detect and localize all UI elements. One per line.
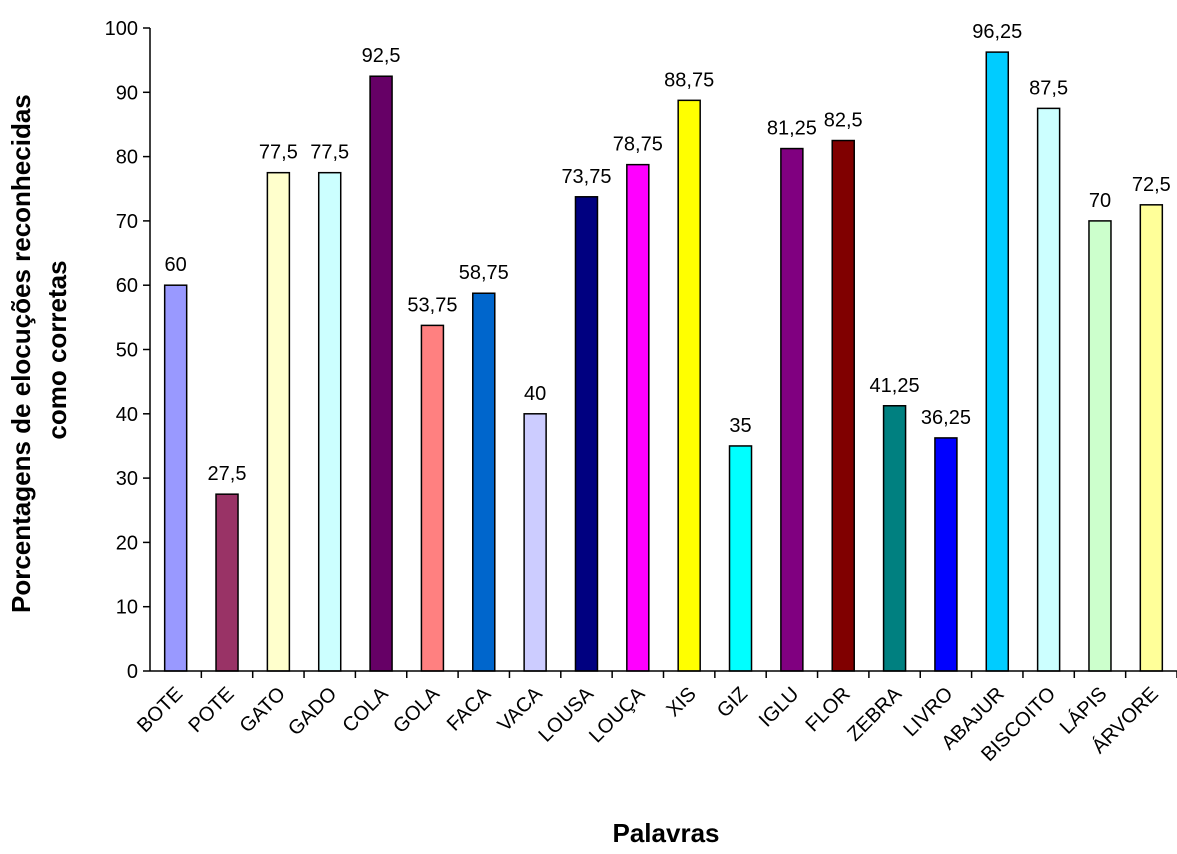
bar bbox=[882, 405, 907, 672]
data-label: 35 bbox=[729, 415, 751, 437]
bar bbox=[1139, 204, 1164, 672]
data-label: 82,5 bbox=[824, 110, 863, 132]
data-label: 41,25 bbox=[870, 375, 920, 397]
category-label: GIZ bbox=[713, 683, 752, 722]
bar bbox=[420, 324, 445, 672]
data-label: 72,5 bbox=[1132, 174, 1171, 196]
category-label: POTE bbox=[185, 683, 239, 737]
bar bbox=[163, 284, 188, 672]
category-label: FACA bbox=[443, 683, 496, 736]
data-label: 40 bbox=[524, 383, 546, 405]
data-label: 78,75 bbox=[613, 134, 663, 156]
bar bbox=[677, 99, 701, 672]
y-axis-title-line-2: como corretas bbox=[42, 260, 72, 439]
y-axis-title: Porcentagens de elocuções reconhecidas c… bbox=[6, 87, 72, 613]
data-label: 60 bbox=[165, 254, 187, 276]
y-tick-label: 30 bbox=[116, 468, 138, 490]
category-label: ZEBRA bbox=[843, 683, 906, 746]
y-axis-ticks: 0 10 20 30 40 50 60 70 80 90 100 bbox=[105, 18, 150, 683]
bar bbox=[985, 51, 1010, 672]
bar bbox=[574, 196, 599, 672]
category-label: LOUÇA bbox=[585, 683, 650, 748]
bar bbox=[523, 413, 547, 672]
data-label: 27,5 bbox=[208, 463, 247, 485]
bar bbox=[1088, 220, 1112, 672]
data-label: 53,75 bbox=[407, 294, 457, 316]
bar bbox=[831, 139, 855, 672]
data-label: 70 bbox=[1089, 190, 1111, 212]
data-label: 96,25 bbox=[972, 21, 1022, 43]
bar bbox=[472, 292, 496, 672]
y-tick-label: 60 bbox=[116, 275, 138, 297]
bar bbox=[317, 171, 342, 672]
category-label: COLA bbox=[339, 683, 394, 738]
y-tick-label: 70 bbox=[116, 211, 138, 233]
y-tick-label: 100 bbox=[105, 18, 138, 40]
data-label: 92,5 bbox=[362, 45, 401, 67]
category-label: XIS bbox=[662, 683, 700, 721]
bar bbox=[266, 171, 291, 672]
y-tick-label: 0 bbox=[127, 661, 138, 683]
category-label: LOUSA bbox=[535, 683, 599, 747]
data-label: 81,25 bbox=[767, 118, 817, 140]
category-label: GATO bbox=[236, 683, 290, 737]
data-label: 77,5 bbox=[259, 142, 298, 164]
bar bbox=[780, 147, 804, 672]
y-tick-label: 80 bbox=[116, 147, 138, 169]
category-labels: BOTEPOTEGATOGADOCOLAGOLAFACAVACALOUSALOU… bbox=[133, 671, 1177, 766]
bar bbox=[626, 163, 650, 672]
category-label: BOTE bbox=[133, 683, 187, 737]
y-tick-label: 90 bbox=[116, 82, 138, 104]
y-tick-label: 10 bbox=[116, 597, 138, 619]
data-label: 77,5 bbox=[310, 142, 349, 164]
y-tick-label: 20 bbox=[116, 532, 138, 554]
y-tick-label: 40 bbox=[116, 404, 138, 426]
data-label: 87,5 bbox=[1029, 77, 1068, 99]
data-label: 88,75 bbox=[664, 69, 714, 91]
bar bbox=[934, 437, 958, 672]
bar bbox=[215, 493, 239, 672]
category-label: IGLU bbox=[755, 683, 804, 732]
data-label: 73,75 bbox=[561, 166, 611, 188]
data-label: 58,75 bbox=[459, 262, 509, 284]
bar bbox=[369, 75, 393, 672]
category-label: GADO bbox=[284, 683, 341, 740]
y-tick-label: 50 bbox=[116, 340, 138, 362]
bar bbox=[1036, 107, 1061, 672]
category-label: GOLA bbox=[389, 683, 444, 738]
y-axis-title-line-1: Porcentagens de elocuções reconhecidas bbox=[6, 94, 36, 613]
data-label: 36,25 bbox=[921, 407, 971, 429]
bar bbox=[728, 445, 753, 672]
x-axis-title: Palavras bbox=[613, 818, 720, 848]
